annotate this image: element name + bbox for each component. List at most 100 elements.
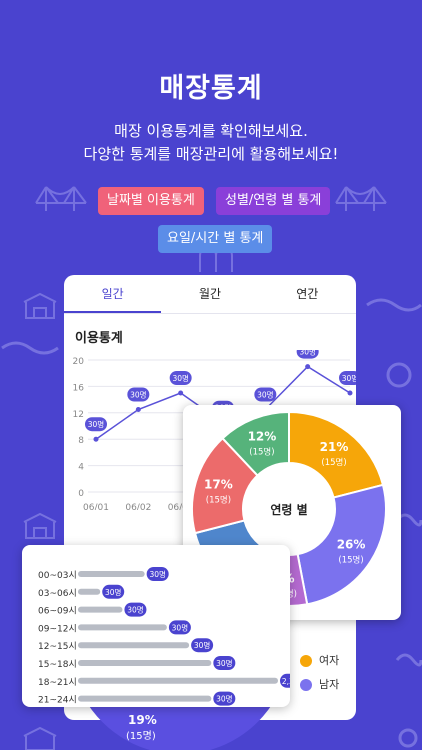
wave-icon <box>395 513 422 527</box>
tab-daily[interactable]: 일간 <box>64 275 162 313</box>
category-label: 18~21시 <box>38 677 77 688</box>
gender-age-stats-pill[interactable]: 성별/연령 별 통계 <box>216 187 331 215</box>
bar <box>78 571 145 577</box>
category-label: 03~06시 <box>38 588 77 599</box>
wave-icon <box>366 298 422 312</box>
y-tick-label: 8 <box>78 436 84 446</box>
data-label: 30명 <box>127 387 150 402</box>
bar-value-bg <box>168 620 191 635</box>
circle-icon <box>398 728 418 748</box>
data-label-bg <box>296 350 319 359</box>
data-label-text: 30명 <box>257 390 273 400</box>
bar-value-text: 2,300명 <box>282 676 290 686</box>
bar-value-bg <box>213 691 236 706</box>
hidden-slice-count: (15명) <box>126 730 156 742</box>
data-point <box>178 390 184 396</box>
data-point <box>305 364 311 370</box>
bar-value-text: 30명 <box>149 569 165 579</box>
bar <box>78 624 167 631</box>
building-icon <box>23 512 57 539</box>
y-tick-label: 0 <box>78 489 84 499</box>
data-point <box>135 407 141 412</box>
data-label-bg <box>169 371 192 385</box>
bar-value-text: 30명 <box>105 587 121 597</box>
donut-slice <box>296 483 387 606</box>
donut-slice <box>288 410 385 499</box>
legend-item-female: 여자 <box>300 652 339 668</box>
bar-value-label: 30명 <box>168 620 191 635</box>
bar-value-bg <box>191 638 214 653</box>
bridge-icon <box>35 186 87 211</box>
data-label: 30명 <box>296 350 319 359</box>
bar <box>78 695 212 702</box>
slice-count-label: (15명) <box>321 457 346 468</box>
tab-monthly[interactable]: 월간 <box>198 287 222 301</box>
bar-value-bg <box>102 584 125 599</box>
data-label-text: 30명 <box>299 350 315 357</box>
data-label: 30명 <box>85 417 107 432</box>
bar <box>78 606 123 613</box>
bar-value-bg <box>146 567 169 581</box>
y-tick-label: 20 <box>73 357 85 367</box>
y-tick-label: 16 <box>73 383 85 393</box>
period-tabs: 일간 월간 연간 <box>64 275 356 314</box>
circle-icon <box>386 362 412 388</box>
data-label: 30명 <box>254 387 277 402</box>
data-label-bg <box>85 417 107 432</box>
data-point <box>347 390 353 396</box>
weekday-time-stats-pill[interactable]: 요일/시간 별 통계 <box>158 225 273 253</box>
building-icon <box>23 726 57 750</box>
data-label-text: 30명 <box>342 373 356 383</box>
subtitle-line: 매장 이용통계를 확인해보세요. <box>114 122 308 140</box>
data-label-text: 30명 <box>172 373 188 383</box>
legend-dot <box>300 655 312 667</box>
bar-value-label: 2,300명 <box>280 673 312 688</box>
data-label-bg <box>127 387 150 402</box>
slice-percent-label: 21% <box>320 440 349 454</box>
bar-value-text: 30명 <box>127 605 143 615</box>
time-bar-card: 00~03시 30명 03~06시 30명 06~09시 30명 09~12시 30명 12~1… <box>22 545 312 707</box>
bar-value-text: 30명 <box>172 622 188 632</box>
bar-value-label: 30명 <box>213 656 236 670</box>
time-bar-chart: 00~03시 30명 03~06시 30명 06~09시 30명 09~12시 30명 12~1… <box>38 567 312 706</box>
page-title: 매장통계 <box>159 73 263 104</box>
bar-value-label: 30명 <box>124 602 147 617</box>
tab-yearly[interactable]: 연간 <box>296 287 319 301</box>
x-tick-label: 06/01 <box>83 503 109 510</box>
bar-value-label: 30명 <box>102 584 125 599</box>
slice-count-label: (15명) <box>206 494 231 505</box>
data-label: 30명 <box>339 371 356 385</box>
x-tick-label: 06/02 <box>125 503 151 510</box>
donut-center-title: 연령 별 <box>270 502 307 517</box>
bar <box>78 642 190 649</box>
building-icon <box>23 292 57 319</box>
slice-percent-label: 12% <box>248 430 277 444</box>
data-label-text: 30명 <box>88 419 104 429</box>
category-label: 15~18시 <box>38 659 77 670</box>
bar-value-label: 30명 <box>191 638 214 653</box>
bar-value-label: 30명 <box>146 567 169 581</box>
bar-value-bg <box>213 656 236 670</box>
donut-slice <box>221 410 290 477</box>
slice-count-label: (15명) <box>338 554 363 565</box>
category-label: 06~09시 <box>38 606 77 617</box>
category-label: 21~24시 <box>38 695 77 706</box>
bar-value-text: 30명 <box>194 640 210 650</box>
bar <box>78 677 278 684</box>
slice-count-label: (15명) <box>249 447 274 458</box>
wave-icon <box>1 341 59 355</box>
date-stats-pill[interactable]: 날짜별 이용통계 <box>98 187 204 215</box>
data-label-bg <box>339 371 356 385</box>
wave-icon <box>395 653 422 667</box>
data-label: 30명 <box>169 371 192 385</box>
category-label: 12~15시 <box>38 641 77 652</box>
bar-value-label: 30명 <box>213 691 236 706</box>
page-subtitle: 매장 이용통계를 확인해보세요. 다양한 통계를 매장관리에 활용해보세요! <box>0 120 422 166</box>
slice-percent-label: 26% <box>337 537 366 551</box>
hidden-slice-percent: 19% <box>128 713 157 727</box>
legend-dot <box>300 679 312 691</box>
data-label-text: 30명 <box>130 390 146 400</box>
data-point <box>93 436 99 442</box>
y-tick-label: 12 <box>73 410 84 420</box>
bar <box>78 660 212 666</box>
